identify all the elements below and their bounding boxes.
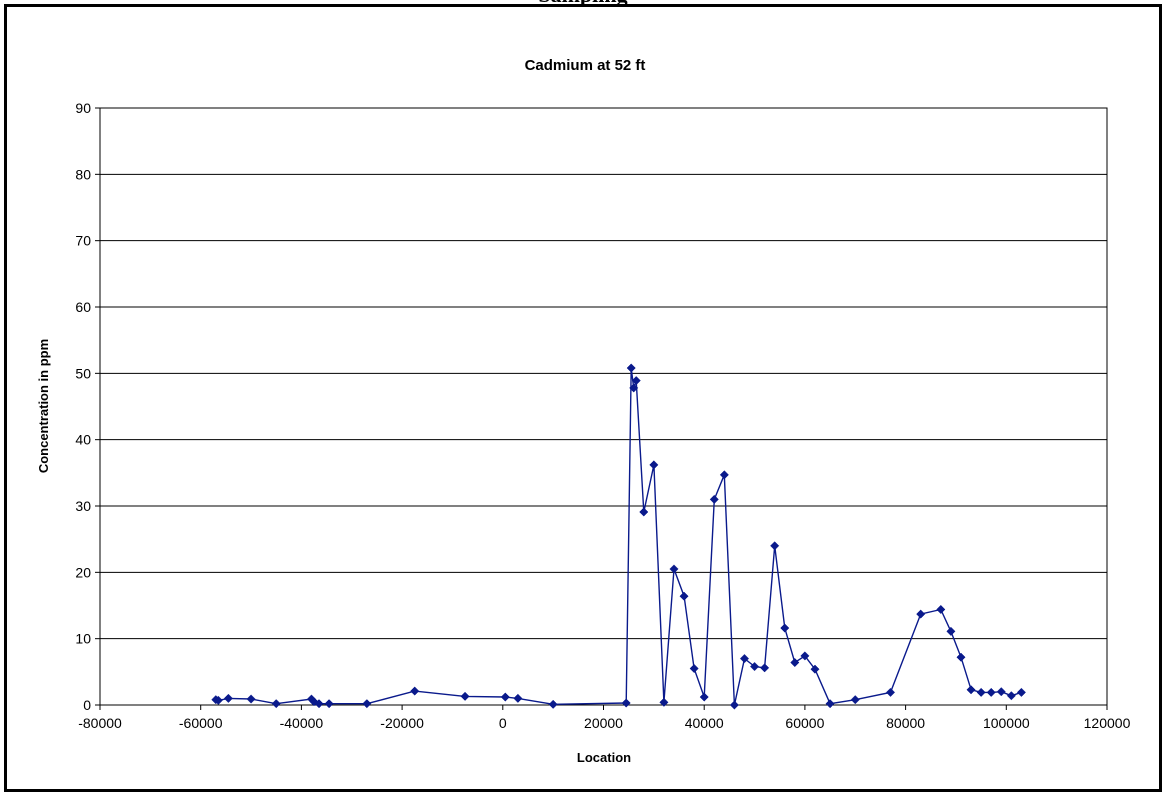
data-point <box>410 686 420 696</box>
data-point <box>213 695 223 705</box>
data-point <box>729 700 739 710</box>
data-point <box>936 604 946 615</box>
y-tick-label: 10 <box>75 631 91 647</box>
x-tick-label: 120000 <box>1084 715 1131 731</box>
y-tick-label: 80 <box>75 166 91 182</box>
data-point <box>271 699 281 709</box>
x-tick-label: -40000 <box>280 715 324 731</box>
data-point <box>223 693 233 703</box>
series-line <box>215 367 1022 706</box>
data-point <box>966 685 976 695</box>
data-point <box>800 651 810 661</box>
data-point <box>629 383 639 393</box>
chart-title: Cadmium at 52 ft <box>525 57 646 74</box>
data-point <box>669 564 679 574</box>
data-point <box>976 687 986 697</box>
y-axis-ticks: 0 10 20 30 40 50 60 70 80 90 <box>75 100 100 713</box>
data-point <box>810 664 820 674</box>
y-tick-label: 50 <box>75 365 91 381</box>
data-point <box>649 460 659 470</box>
y-tick-label: 0 <box>83 697 91 713</box>
chart-frame <box>4 4 1162 792</box>
data-point <box>362 699 372 709</box>
data-point <box>719 470 729 480</box>
data-point <box>314 699 324 709</box>
data-point <box>885 687 896 697</box>
data-point <box>513 693 523 703</box>
data-point <box>790 657 800 668</box>
cutoff-page-title: Sampling <box>0 0 1166 8</box>
data-point <box>986 687 996 697</box>
data-point <box>659 697 669 707</box>
data-point <box>679 591 689 601</box>
gridlines <box>100 107 1107 640</box>
data-point <box>324 699 334 709</box>
data-point <box>699 692 709 702</box>
data-point <box>621 698 631 708</box>
data-point <box>631 376 641 386</box>
x-tick-label: -80000 <box>78 715 122 731</box>
data-point <box>739 654 750 664</box>
data-point <box>500 692 510 702</box>
data-point <box>760 663 770 673</box>
y-tick-label: 30 <box>75 498 91 514</box>
data-point <box>996 687 1006 697</box>
x-axis-label: Location <box>577 750 631 765</box>
y-tick-label: 20 <box>75 564 91 580</box>
y-tick-label: 40 <box>75 432 91 448</box>
data-point <box>770 541 780 551</box>
x-tick-label: -20000 <box>380 715 424 731</box>
y-tick-label: 70 <box>75 233 91 249</box>
x-tick-label: 80000 <box>886 715 925 731</box>
x-tick-label: 40000 <box>685 715 724 731</box>
data-point <box>946 626 956 636</box>
data-point <box>639 507 649 517</box>
data-point <box>749 661 760 672</box>
data-point <box>1006 691 1016 701</box>
x-tick-label: 100000 <box>983 715 1030 731</box>
x-tick-label: 20000 <box>584 715 623 731</box>
data-point <box>689 663 699 674</box>
y-tick-label: 60 <box>75 299 91 315</box>
x-tick-label: 0 <box>499 715 507 731</box>
data-point <box>709 494 719 504</box>
data-point <box>916 609 926 619</box>
data-point <box>850 695 860 705</box>
data-point <box>956 652 966 662</box>
y-axis-label: Concentration in ppm <box>36 339 51 473</box>
data-point <box>1016 687 1026 697</box>
x-tick-label: -60000 <box>179 715 223 731</box>
plot-area <box>99 107 1108 706</box>
data-point <box>548 699 558 709</box>
x-tick-label: 60000 <box>785 715 824 731</box>
y-tick-label: 90 <box>75 100 91 116</box>
data-point <box>780 623 790 633</box>
series-markers <box>211 363 1026 710</box>
data-point <box>825 699 835 709</box>
data-point <box>626 363 636 373</box>
x-axis-ticks: -80000 -60000 -40000 -20000 0 20000 40000 60000… <box>78 705 1131 731</box>
data-point <box>460 691 470 701</box>
data-point <box>246 694 256 704</box>
